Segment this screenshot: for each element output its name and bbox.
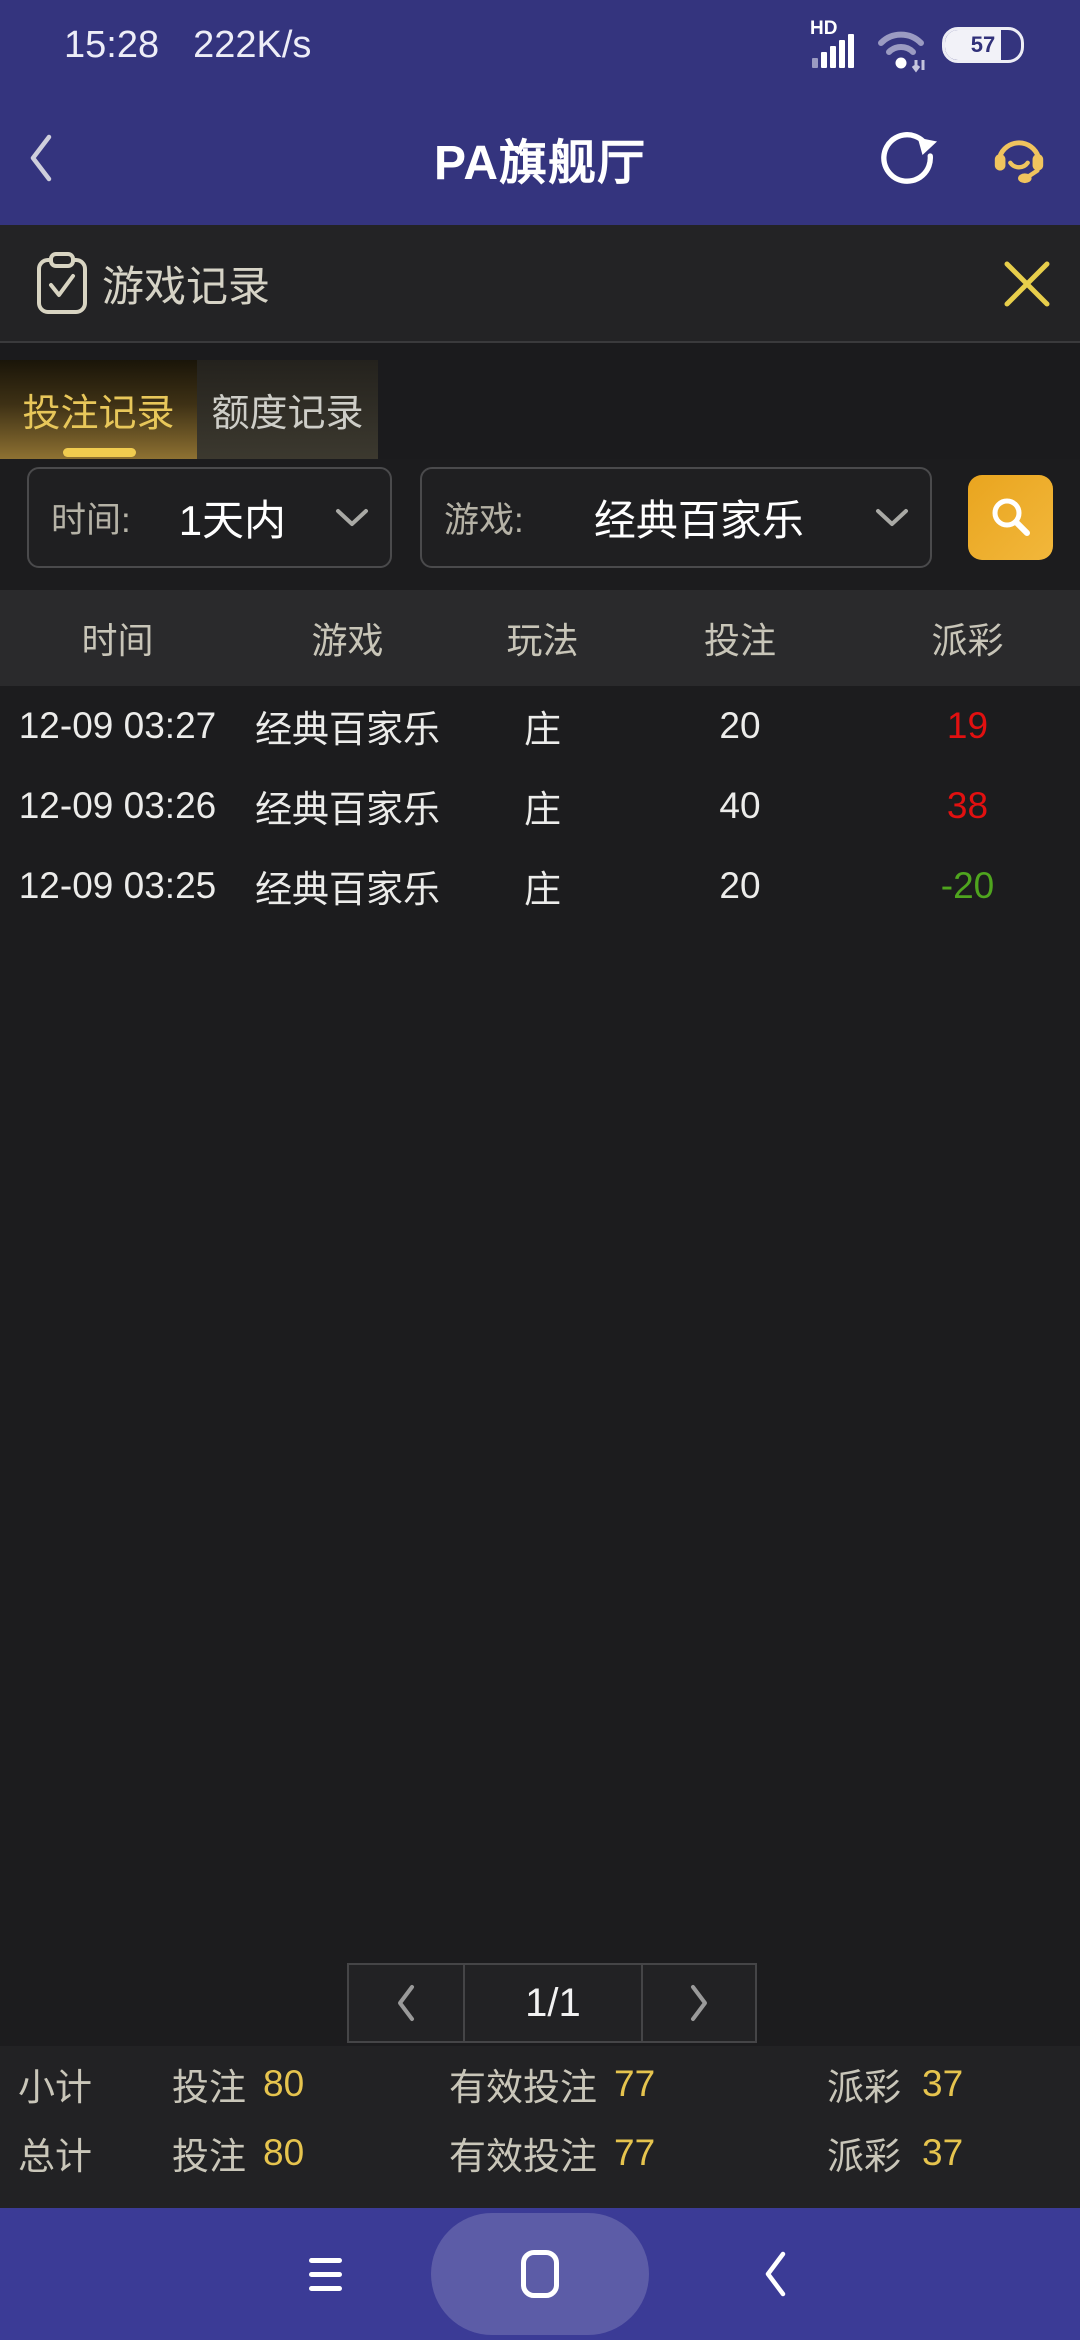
search-icon (992, 498, 1030, 536)
panel-header: 游戏记录 (0, 225, 1080, 343)
totals-band: 小计 投注 80 有效投注 77 派彩 37 总计 投注 80 有效投注 77 … (0, 2046, 1080, 2208)
game-filter-label: 游戏: (444, 501, 524, 540)
table-row: 12-09 03:26 经典百家乐 庄 40 38 (0, 766, 1080, 846)
game-filter-select[interactable]: 游戏: 经典百家乐 (420, 467, 932, 568)
close-icon (1004, 261, 1050, 307)
cell-bet: 20 (719, 865, 761, 906)
menu-icon (308, 2257, 342, 2291)
col-header-game: 游戏 (311, 620, 384, 661)
hd-badge: HD (810, 18, 838, 39)
time-filter-select[interactable]: 时间: 1天内 (27, 467, 392, 568)
cell-game: 经典百家乐 (255, 709, 440, 750)
col-header-play: 玩法 (506, 620, 579, 661)
customer-service-button[interactable] (988, 126, 1050, 191)
valid-bet-total: 77 (614, 2132, 656, 2173)
payout-label: 派彩 (827, 2067, 901, 2108)
nav-back-icon (765, 2251, 786, 2297)
search-button[interactable] (968, 475, 1053, 560)
cell-payout: -20 (940, 865, 995, 906)
cell-play: 庄 (524, 789, 561, 830)
time-filter-value: 1天内 (178, 497, 287, 544)
table-row: 12-09 03:27 经典百家乐 庄 20 19 (0, 686, 1080, 766)
home-icon (521, 2250, 559, 2298)
signal-icon: HD (810, 16, 860, 74)
bet-label: 投注 (172, 2136, 246, 2177)
cell-time: 12-09 03:26 (18, 785, 217, 826)
grand-total-row: 总计 投注 80 有效投注 77 派彩 37 (0, 2115, 1080, 2191)
cell-play: 庄 (524, 709, 561, 750)
payout-total: 37 (922, 2063, 964, 2104)
grand-total-label: 总计 (18, 2136, 92, 2177)
payout-total: 37 (922, 2132, 964, 2173)
tab-bet-records[interactable]: 投注记录 (0, 360, 197, 459)
tab-quota-records[interactable]: 额度记录 (197, 360, 378, 459)
tab-strip: 投注记录 额度记录 (0, 343, 1080, 459)
back-button[interactable] (26, 128, 66, 188)
recents-button[interactable] (280, 2208, 370, 2340)
android-nav-bar (0, 2208, 1080, 2340)
subtotal-label: 小计 (18, 2067, 92, 2108)
panel-title: 游戏记录 (102, 262, 271, 310)
col-header-payout: 派彩 (931, 620, 1004, 661)
home-pill-highlight (431, 2213, 649, 2335)
payout-label: 派彩 (827, 2136, 901, 2177)
close-button[interactable] (996, 253, 1058, 320)
title-bar: PA旗舰厅 (0, 90, 1080, 225)
cell-game: 经典百家乐 (255, 869, 440, 910)
active-tab-indicator (63, 448, 136, 457)
col-header-time: 时间 (81, 620, 154, 661)
records-clipboard-icon (37, 252, 87, 314)
next-page-button[interactable] (643, 1965, 755, 2041)
chevron-right-icon (690, 1985, 707, 2021)
col-header-bet: 投注 (703, 620, 776, 661)
filter-row: 时间: 1天内 游戏: 经典百家乐 (0, 467, 1080, 568)
battery-percent: 57 (970, 32, 996, 57)
status-bar: 15:28 222K/s HD 57 (0, 0, 1080, 90)
cell-bet: 40 (719, 785, 761, 826)
bet-total: 80 (263, 2132, 305, 2173)
cell-payout: 19 (946, 705, 989, 746)
nav-back-button[interactable] (730, 2208, 820, 2340)
cell-payout: 38 (946, 785, 989, 826)
battery-icon: 57 (942, 27, 1024, 63)
valid-bet-label: 有效投注 (449, 2067, 597, 2108)
bet-label: 投注 (172, 2067, 246, 2108)
cell-play: 庄 (524, 869, 561, 910)
chevron-down-icon (874, 507, 910, 529)
page-indicator: 1/1 (463, 1965, 643, 2041)
tab-bet-records-label: 投注记录 (22, 393, 175, 435)
cell-game: 经典百家乐 (255, 789, 440, 830)
page-title: PA旗舰厅 (433, 136, 647, 190)
pagination: 1/1 (347, 1963, 757, 2043)
tab-quota-records-label: 额度记录 (211, 393, 364, 435)
table-header: 时间 游戏 玩法 投注 派彩 (0, 590, 1080, 686)
refresh-icon (881, 132, 938, 184)
home-button[interactable] (495, 2208, 585, 2340)
bet-total: 80 (263, 2063, 305, 2104)
valid-bet-total: 77 (614, 2063, 656, 2104)
chevron-left-icon (398, 1985, 415, 2021)
valid-bet-label: 有效投注 (449, 2136, 597, 2177)
subtotal-row: 小计 投注 80 有效投注 77 派彩 37 (0, 2046, 1080, 2122)
cell-time: 12-09 03:25 (18, 865, 217, 906)
cell-time: 12-09 03:27 (18, 705, 217, 746)
clock: 15:28 (64, 23, 160, 66)
chevron-down-icon (334, 507, 370, 529)
back-chevron-icon (30, 134, 52, 182)
table-row: 12-09 03:25 经典百家乐 庄 20 -20 (0, 846, 1080, 926)
refresh-button[interactable] (876, 124, 938, 193)
game-filter-value: 经典百家乐 (593, 497, 804, 544)
cell-bet: 20 (719, 705, 761, 746)
prev-page-button[interactable] (349, 1965, 463, 2041)
headset-icon (994, 140, 1044, 184)
time-filter-label: 时间: (51, 501, 131, 540)
network-speed: 222K/s (193, 23, 312, 66)
wifi-icon (878, 31, 925, 73)
